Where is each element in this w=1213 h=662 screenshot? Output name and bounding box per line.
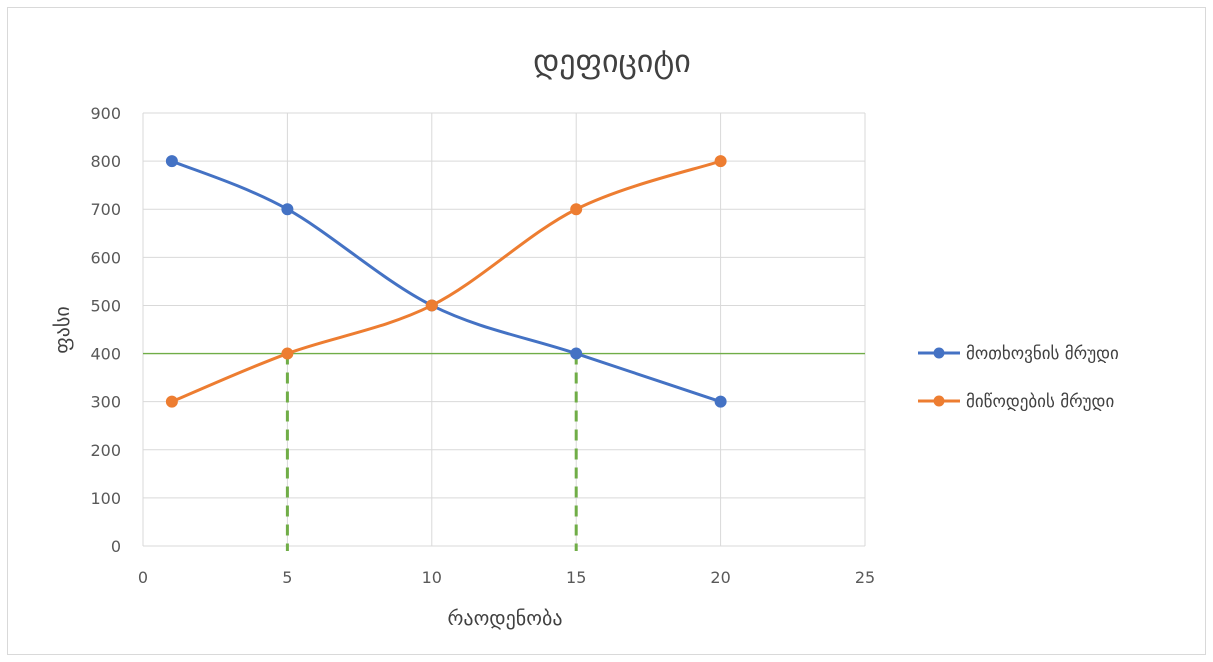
chart-frame	[7, 7, 1206, 655]
y-axis-title: ფასი	[50, 306, 74, 353]
y-tick-label: 300	[90, 393, 121, 412]
y-tick-label: 700	[90, 200, 121, 219]
x-axis-title: რაოდენობა	[448, 606, 563, 630]
legend-label: მოთხოვნის მრუდი	[966, 344, 1119, 364]
data-point	[165, 395, 178, 408]
chart-title: დეფიციტი	[533, 42, 691, 80]
y-tick-label: 900	[90, 104, 121, 123]
x-tick-label: 25	[855, 568, 875, 587]
x-tick-label: 0	[138, 568, 148, 587]
data-point	[165, 155, 178, 168]
y-tick-label: 500	[90, 296, 121, 315]
legend-label: მიწოდების მრუდი	[966, 392, 1114, 412]
data-point	[281, 347, 294, 360]
legend: მოთხოვნის მრუდი მიწოდების მრუდი	[918, 344, 1119, 412]
y-tick-label: 800	[90, 152, 121, 171]
data-point	[570, 203, 583, 216]
y-tick-label: 200	[90, 441, 121, 460]
tick-layer: 0 100 200 300 400 500 600 700 800 900 0 5 10 15 20 25	[90, 104, 875, 587]
annotation-layer	[143, 352, 865, 551]
x-tick-label: 5	[282, 568, 292, 587]
x-tick-label: 20	[710, 568, 730, 587]
data-point	[714, 395, 727, 408]
series-line-2	[171, 159, 722, 404]
data-point	[570, 347, 583, 360]
data-point	[425, 299, 438, 312]
data-point	[281, 203, 294, 216]
y-tick-label: 600	[90, 248, 121, 267]
legend-swatch-marker	[933, 395, 945, 407]
y-tick-label: 100	[90, 489, 121, 508]
legend-swatch-marker	[933, 347, 945, 359]
x-tick-label: 15	[566, 568, 586, 587]
y-tick-label: 400	[90, 345, 121, 364]
y-tick-label: 0	[111, 537, 121, 556]
data-point	[714, 155, 727, 168]
series-layer	[165, 155, 727, 408]
x-tick-label: 10	[422, 568, 442, 587]
grid-layer	[142, 112, 866, 547]
